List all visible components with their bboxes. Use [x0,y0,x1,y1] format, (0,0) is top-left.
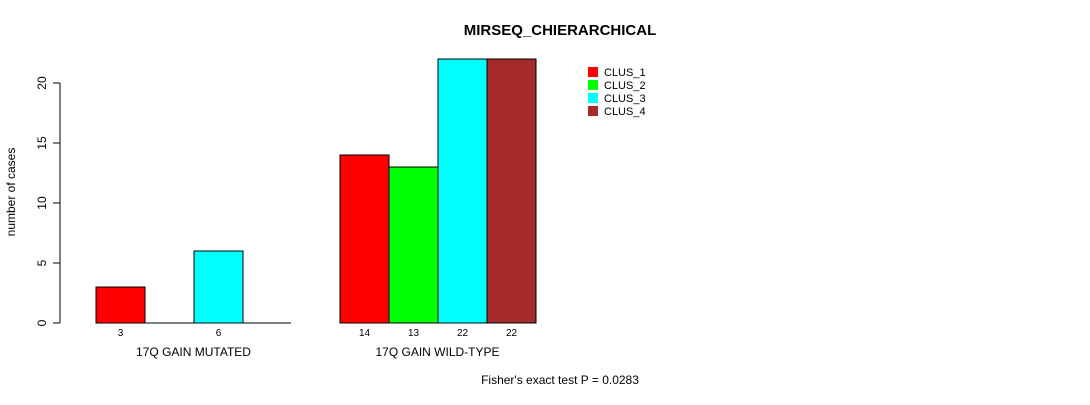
bar-clus-1 [95,286,146,324]
legend-label: CLUS_2 [604,80,646,92]
x-axes-layer: 17Q GAIN MUTATED 17Q GAIN WILD-TYPE [96,322,535,359]
chart-title: MIRSEQ_CHIERARCHICAL [464,22,657,39]
bar-clus-4 [486,58,537,324]
y-axis: 0 5 10 15 20 [35,76,61,326]
group-label: 17Q GAIN WILD-TYPE [375,345,499,359]
bar-clus-3 [193,250,244,324]
bar-count-label: 22 [457,328,469,339]
y-tick-label: 15 [35,136,49,150]
legend-label: CLUS_4 [604,106,646,118]
legend-swatch [588,80,598,90]
y-axis-label: number of cases [4,148,18,237]
bar-count-label: 13 [408,328,420,339]
y-tick-label: 5 [35,259,49,266]
group-label: 17Q GAIN MUTATED [136,345,251,359]
y-tick-label: 10 [35,196,49,210]
legend-swatch [588,106,598,116]
bar-clus-2 [388,166,439,324]
bar-clus-1 [339,154,390,324]
bar-count-label: 22 [506,328,518,339]
bar-count-label: 3 [118,328,124,339]
bar-count-label: 14 [359,328,371,339]
legend-label: CLUS_3 [604,93,646,105]
fisher-test-footnote: Fisher's exact test P = 0.0283 [481,373,639,387]
bar-count-label: 6 [216,328,222,339]
legend-swatch [588,93,598,103]
legend-label: CLUS_1 [604,67,646,79]
y-tick-label: 20 [35,76,49,90]
bar-clus-3 [437,58,488,324]
bars-layer: 3 6 14 13 22 22 [95,58,537,339]
y-tick-label: 0 [35,319,49,326]
legend-swatch [588,67,598,77]
